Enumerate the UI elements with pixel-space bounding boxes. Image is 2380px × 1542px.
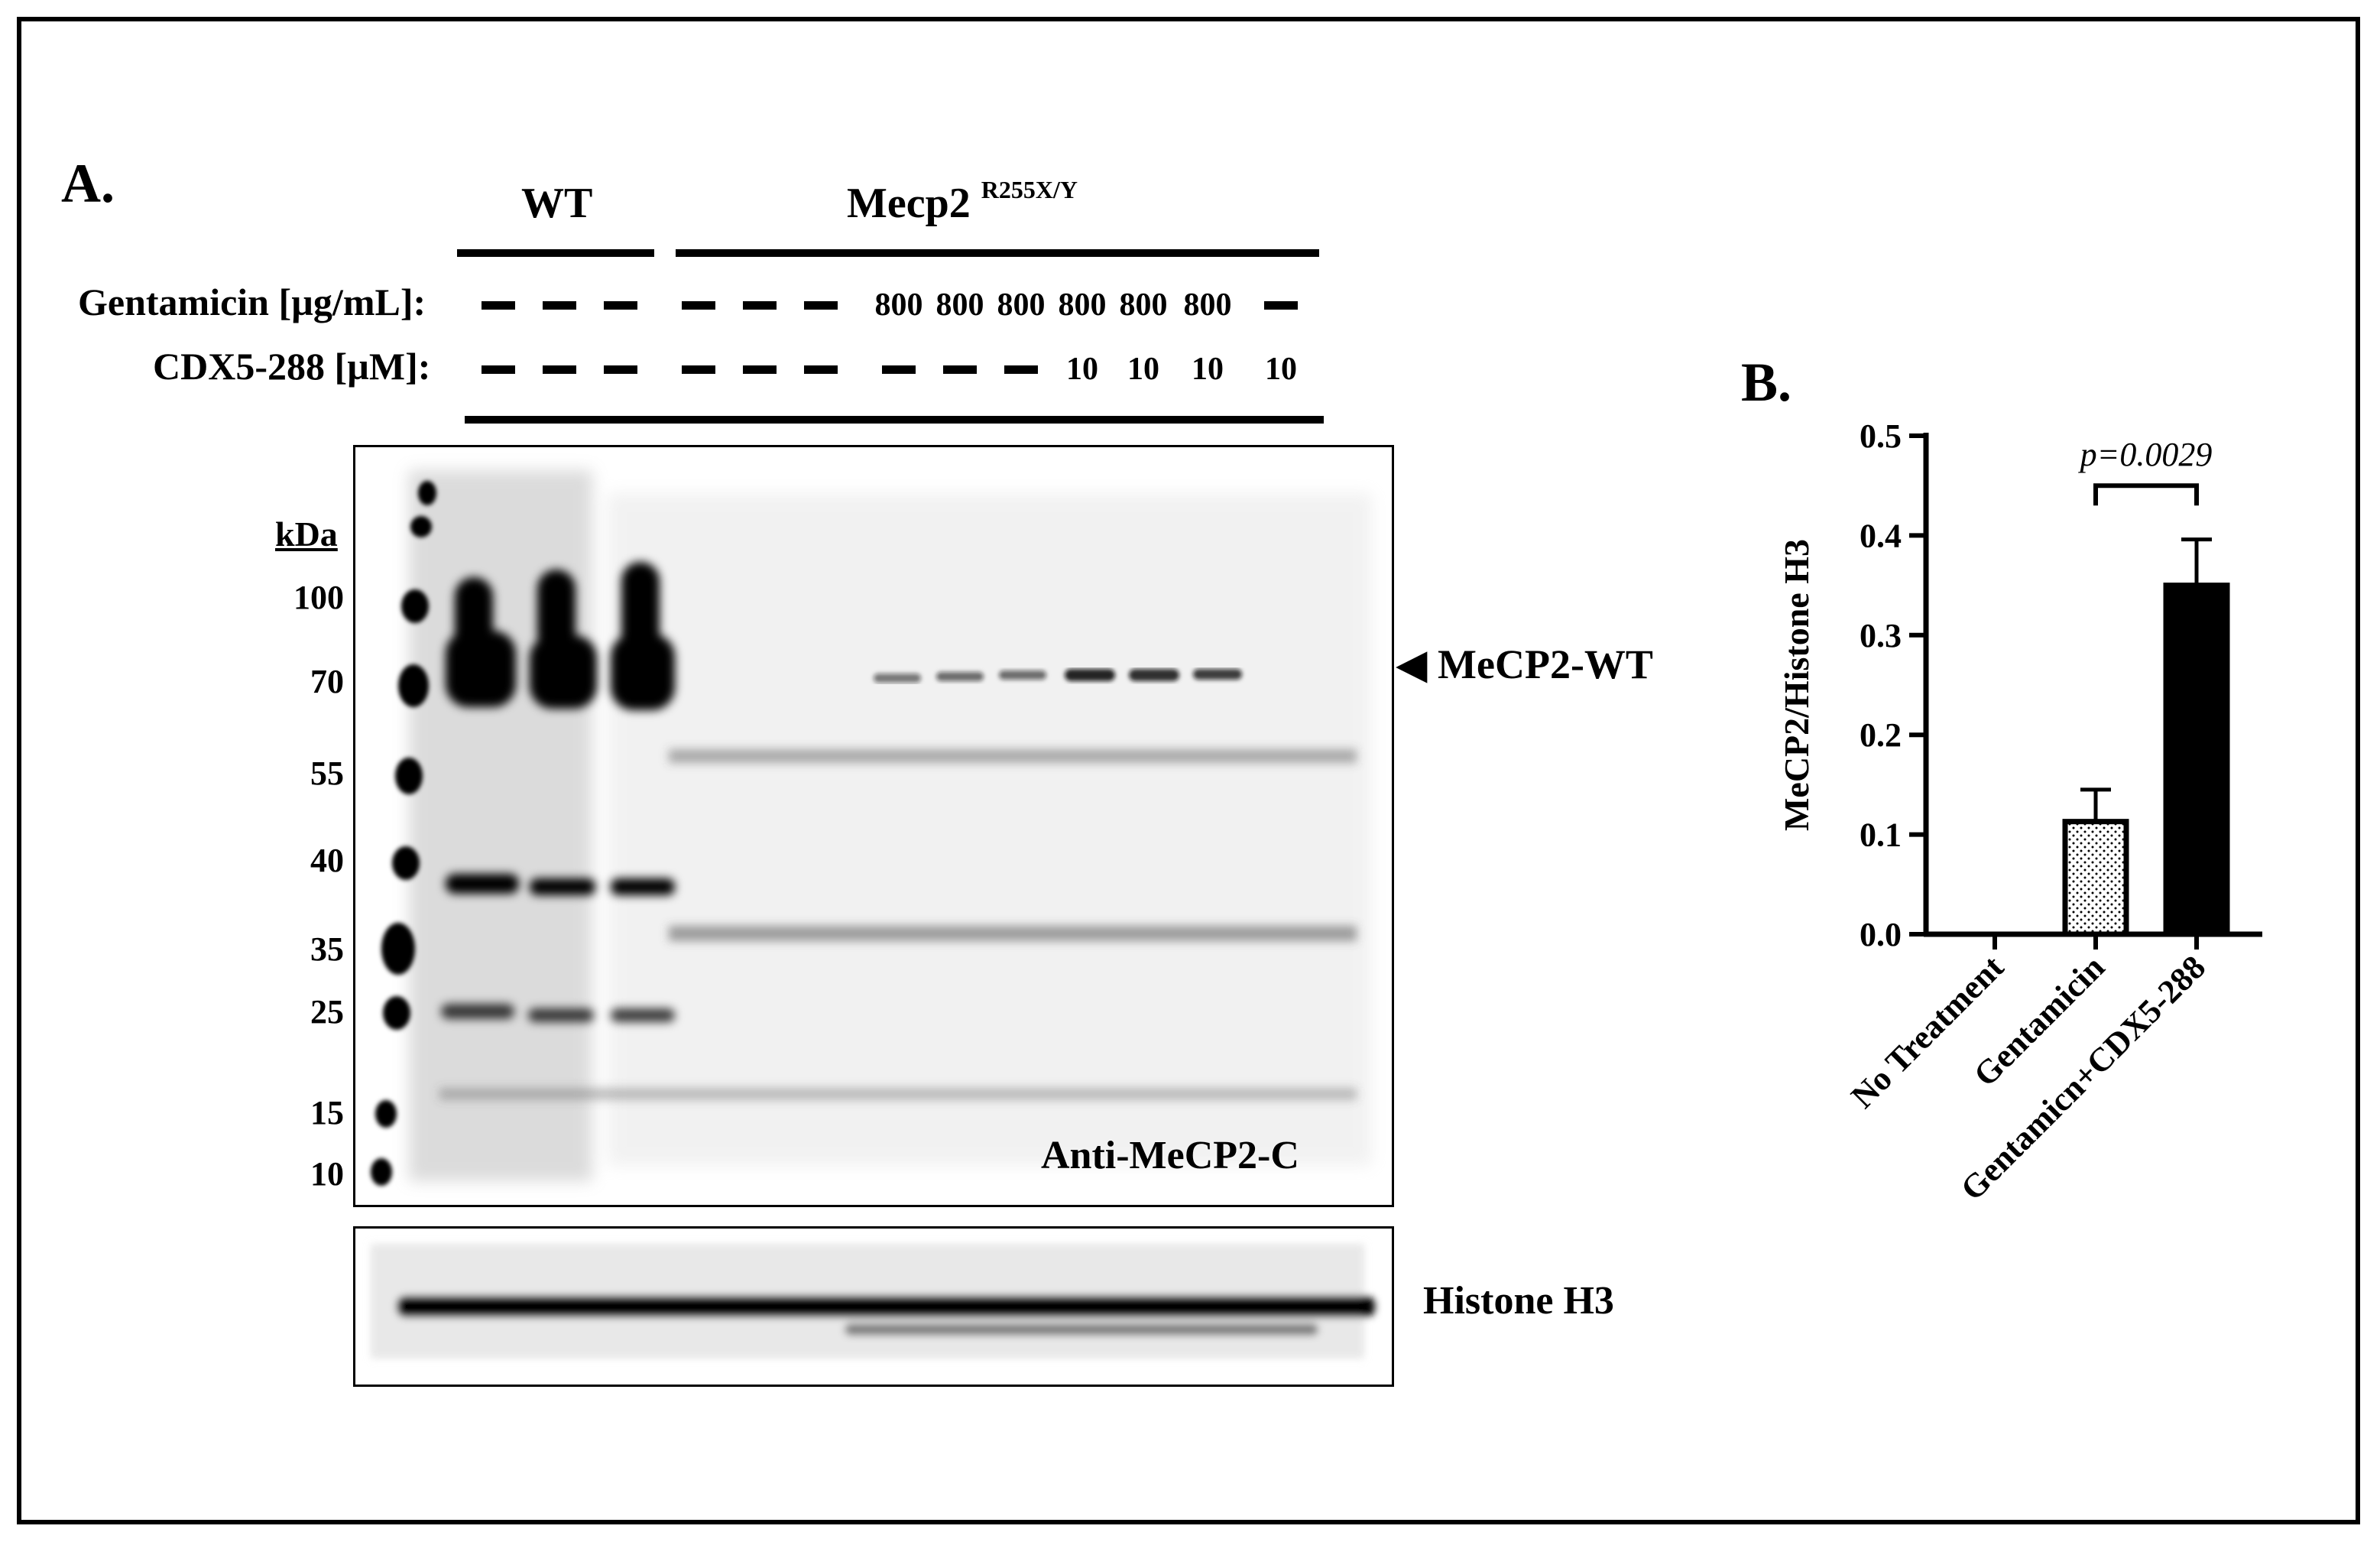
y-tick-label: 0.1	[1860, 816, 1902, 854]
wt-group-line	[457, 249, 654, 257]
mecp2-wt-arrow-label: ◀ MeCP2-WT	[1396, 641, 1653, 687]
gentamicin-cell-dash	[543, 301, 576, 310]
significance-bracket	[2093, 483, 2199, 506]
group-wt-label: WT	[521, 180, 593, 227]
cdx-cell-dash	[743, 365, 777, 374]
cdx-cell-dash	[482, 365, 515, 374]
bar	[2163, 583, 2230, 937]
mw-marker-label: 10	[310, 1155, 344, 1193]
cdx-cell: 10	[1265, 352, 1297, 387]
gentamicin-cell: 800	[997, 287, 1046, 323]
mw-marker-label: 100	[293, 579, 344, 616]
gentamicin-cell-dash	[743, 301, 777, 310]
gentamicin-cell-dash	[682, 301, 715, 310]
cdx-cell-dash	[1004, 365, 1038, 374]
cdx-row-label: CDX5-288 [µM]:	[153, 345, 431, 388]
cdx-cell-dash	[943, 365, 977, 374]
western-blot-image	[353, 445, 1394, 1207]
gentamicin-row-label: Gentamicin [µg/mL]:	[78, 281, 426, 323]
y-axis-label: MeCP2/Histone H3	[1777, 539, 1816, 831]
mw-marker-label: 70	[310, 663, 344, 700]
y-tick-label: 0.3	[1860, 617, 1902, 654]
panel-b-label: B.	[1741, 352, 1792, 413]
gentamicin-cell: 800	[935, 287, 984, 323]
gentamicin-cell: 800	[1183, 287, 1232, 323]
cdx-cell-dash	[604, 365, 637, 374]
gentamicin-cell: 800	[1058, 287, 1107, 323]
gentamicin-cell: 800	[874, 287, 923, 323]
gentamicin-cell-dash	[804, 301, 838, 310]
panel-a-label: A.	[61, 153, 115, 214]
cdx-cell-dash	[882, 365, 916, 374]
gentamicin-cell-dash	[604, 301, 637, 310]
gentamicin-cell: 800	[1119, 287, 1168, 323]
mw-marker-label: 35	[310, 930, 344, 968]
mw-marker-label: 40	[310, 842, 344, 879]
y-tick-label: 0.2	[1860, 716, 1902, 754]
cdx-cell-dash	[804, 365, 838, 374]
cdx-cell: 10	[1192, 352, 1224, 387]
mw-marker-label: 15	[310, 1094, 344, 1131]
y-tick-label: 0.0	[1860, 916, 1902, 953]
cdx-cell: 10	[1127, 352, 1159, 387]
gentamicin-cell-dash	[1264, 301, 1298, 310]
kda-label: kDa	[275, 515, 338, 553]
figure-frame	[17, 17, 2360, 1524]
cdx-cell-dash	[682, 365, 715, 374]
y-tick-label: 0.5	[1860, 417, 1902, 455]
y-tick-label: 0.4	[1860, 517, 1902, 554]
x-tick-label: No Treatment	[1843, 948, 2011, 1115]
mw-marker-label: 25	[310, 993, 344, 1031]
bar-chart: 0.0 0.1 0.2 0.3 0.4 0.5 MeCP2/Histone H3 No Tre…	[1777, 417, 2262, 1208]
mw-marker-label: 55	[310, 755, 344, 792]
antibody-label: Anti-MeCP2-C	[1041, 1134, 1299, 1177]
group-mutant-label: Mecp2 R255X/Y	[847, 176, 1078, 227]
loading-control-label: Histone H3	[1423, 1279, 1614, 1323]
p-value-annotation: p=0.0029	[2078, 436, 2213, 473]
bar	[2062, 819, 2129, 937]
gentamicin-cell-dash	[482, 301, 515, 310]
mutant-group-line	[676, 249, 1319, 257]
histone-blot-image	[353, 1226, 1394, 1387]
cdx-cell-dash	[543, 365, 576, 374]
treatment-bottom-line	[465, 416, 1324, 424]
cdx-cell: 10	[1066, 352, 1098, 387]
